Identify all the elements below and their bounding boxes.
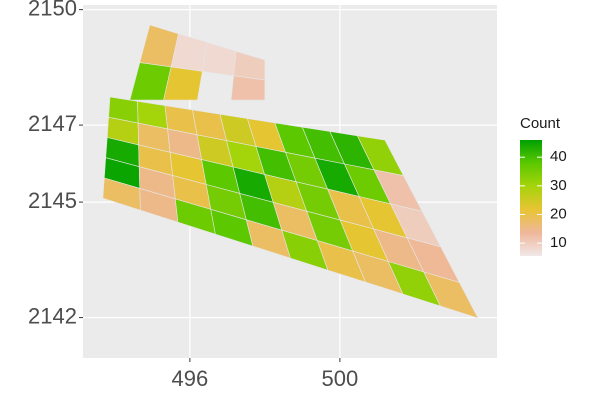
colorbar [520, 140, 542, 256]
region [163, 66, 203, 101]
y-tick-label: 2142 [28, 303, 77, 328]
legend-tick-label: 10 [550, 234, 567, 251]
x-tick-label: 500 [322, 366, 359, 391]
y-tick-label: 2145 [28, 188, 77, 213]
x-tick-label: 496 [172, 366, 209, 391]
y-tick-label: 2147 [28, 111, 77, 136]
legend-tick-label: 40 [550, 148, 567, 165]
legend-tick-label: 30 [550, 177, 567, 194]
legend-tick-label: 20 [550, 205, 567, 222]
region [423, 271, 479, 319]
region [230, 75, 266, 101]
legend-title: Count [520, 115, 561, 132]
y-tick-label: 2150 [28, 0, 77, 20]
